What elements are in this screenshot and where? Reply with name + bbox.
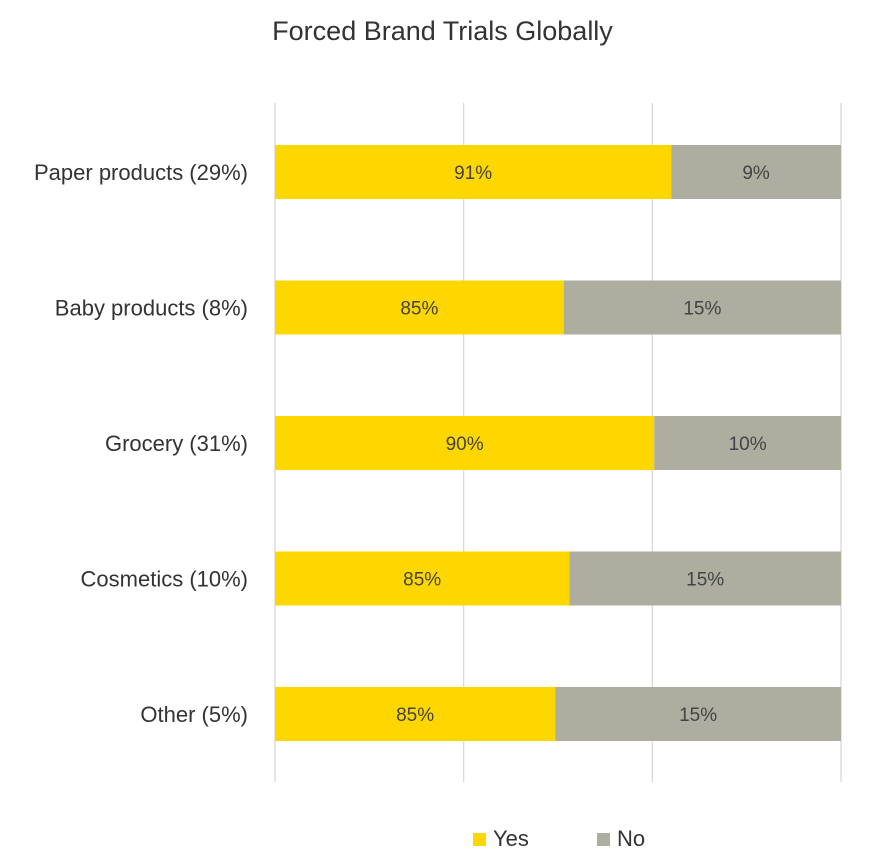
bar-no: [555, 687, 841, 741]
bar-yes: [275, 551, 570, 606]
category-label: Other (5%): [140, 702, 248, 727]
legend-swatch-no: [597, 832, 610, 846]
bar-no: [671, 145, 841, 199]
category-label: Paper products (29%): [34, 160, 248, 185]
bar-yes: [275, 145, 672, 199]
legend-swatch-yes: [473, 832, 486, 846]
category-label: Baby products (8%): [55, 296, 248, 321]
legend-item-yes: Yes: [473, 826, 529, 852]
data-label-yes: 90%: [446, 434, 484, 455]
bar-yes: [275, 687, 556, 741]
bar-yes: [275, 280, 564, 335]
data-label-no: 15%: [686, 570, 724, 591]
bar-yes: [275, 416, 655, 470]
data-label-yes: 85%: [396, 705, 434, 726]
category-label: Cosmetics (10%): [81, 567, 248, 592]
data-label-no: 10%: [729, 434, 767, 455]
data-label-yes: 85%: [403, 570, 441, 591]
bar-no: [563, 280, 841, 335]
data-label-no: 15%: [679, 705, 717, 726]
legend-label-no: No: [617, 826, 646, 851]
data-label-no: 15%: [683, 299, 721, 320]
bar-no: [654, 416, 841, 470]
data-label-no: 9%: [742, 163, 770, 184]
chart-title: Forced Brand Trials Globally: [272, 16, 613, 46]
legend-label-yes: Yes: [493, 826, 529, 851]
data-label-yes: 85%: [400, 299, 438, 320]
data-label-yes: 91%: [454, 163, 492, 184]
bar-no: [569, 551, 841, 606]
legend-item-no: No: [597, 826, 645, 852]
category-label: Grocery (31%): [105, 431, 248, 456]
chart-legend: Yes No: [0, 826, 885, 856]
